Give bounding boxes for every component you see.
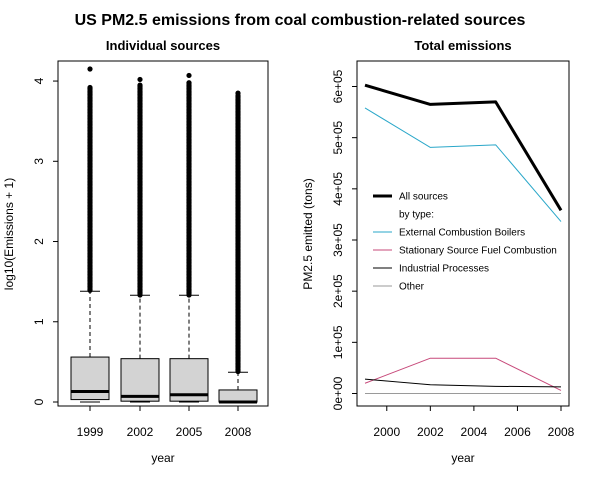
right-y-tick-label: 0e+00: [331, 376, 345, 410]
left-x-tick-label: 2002: [127, 425, 154, 439]
legend-label: Other: [399, 282, 425, 293]
right-y-tick-label: 2e+05: [331, 274, 345, 308]
legend-label: Stationary Source Fuel Combustion: [399, 246, 557, 257]
outlier-point: [186, 72, 192, 79]
series-line: [364, 83, 563, 212]
series-line: [364, 378, 562, 388]
total-emissions-panel: Total emissions year PM2.5 emitted (tons…: [301, 38, 575, 465]
left-y-axis-label: log10(Emissions + 1): [2, 178, 16, 290]
left-panel-title: Individual sources: [106, 38, 220, 53]
left-y-tick-label: 0: [32, 398, 46, 405]
right-x-tick-label: 2000: [373, 425, 400, 439]
right-x-tick-label: 2002: [417, 425, 444, 439]
outlier-point: [87, 66, 93, 72]
legend-label: External Combustion Boilers: [399, 228, 525, 239]
left-y-tick-label: 3: [32, 158, 46, 165]
right-y-tick-label: 4e+05: [331, 172, 345, 206]
outlier-column: [235, 90, 241, 375]
legend-header: by type:: [399, 210, 434, 221]
right-y-tick-label: 5e+05: [331, 120, 345, 154]
individual-sources-panel: Individual sources year log10(Emissions …: [2, 38, 269, 465]
legend: All sources by type: External Combustion B…: [373, 192, 557, 293]
right-y-tick-label: 6e+05: [331, 69, 345, 103]
right-plot-frame: [356, 60, 570, 407]
outlier-column: [137, 76, 143, 298]
box: [120, 358, 160, 402]
right-x-tick-label: 2008: [548, 425, 575, 439]
left-x-tick-label: 2005: [176, 425, 203, 439]
left-x-tick-label: 2008: [225, 425, 252, 439]
left-x-axis-label: year: [151, 451, 174, 465]
box: [70, 356, 110, 401]
right-x-axis-label: year: [451, 451, 474, 465]
left-y-tick-label: 2: [32, 238, 46, 245]
right-x-tick-label: 2004: [461, 425, 488, 439]
outlier-column: [186, 72, 192, 298]
legend-label: Industrial Processes: [399, 264, 489, 275]
left-x-tick-label: 1999: [77, 425, 104, 439]
right-y-tick-label: 3e+05: [331, 223, 345, 257]
outlier-point: [235, 90, 241, 96]
right-x-tick-label: 2006: [504, 425, 531, 439]
right-y-axis-label: PM2.5 emitted (tons): [301, 178, 315, 289]
left-plot-content: 0 1 2 3 4 1999 2002 2005 2008: [32, 66, 258, 439]
legend-label: All sources: [399, 192, 448, 203]
left-plot-frame: [57, 60, 269, 407]
series-line: [364, 357, 562, 391]
left-y-tick-label: 4: [32, 77, 46, 84]
figure-title: US PM2.5 emissions from coal combustion-…: [75, 12, 526, 29]
outlier-column: [87, 66, 93, 293]
right-plot-content: 0e+00 1e+05 2e+05 3e+05 4e+05 5e+05 6e+05 2000 2…: [331, 69, 575, 439]
right-panel-title: Total emissions: [414, 38, 511, 53]
series-line: [364, 107, 562, 222]
left-y-tick-label: 1: [32, 318, 46, 325]
outlier-point: [137, 76, 143, 83]
box: [218, 389, 258, 403]
right-y-tick-label: 1e+05: [331, 325, 345, 359]
